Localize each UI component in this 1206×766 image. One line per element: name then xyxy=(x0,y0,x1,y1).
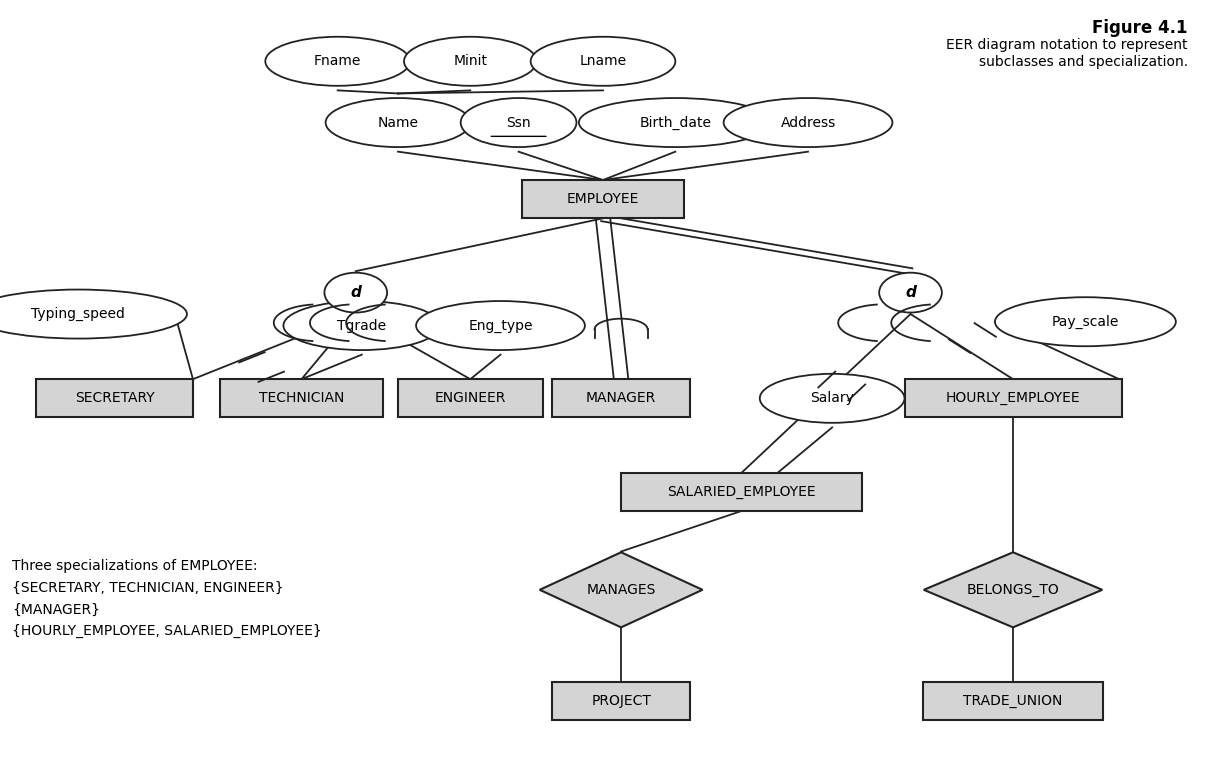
Bar xyxy=(552,379,690,417)
Text: EER diagram notation to represent: EER diagram notation to represent xyxy=(947,38,1188,52)
Bar xyxy=(398,379,543,417)
Text: MANAGER: MANAGER xyxy=(586,391,656,405)
Ellipse shape xyxy=(265,37,410,86)
Bar xyxy=(904,379,1122,417)
Text: Ssn: Ssn xyxy=(507,116,531,129)
Text: Pay_scale: Pay_scale xyxy=(1052,315,1119,329)
Bar xyxy=(219,379,384,417)
Text: Typing_speed: Typing_speed xyxy=(31,307,125,321)
Text: Three specializations of EMPLOYEE:
{SECRETARY, TECHNICIAN, ENGINEER}
{MANAGER}
{: Three specializations of EMPLOYEE: {SECR… xyxy=(12,559,322,638)
Text: MANAGES: MANAGES xyxy=(586,583,656,597)
Ellipse shape xyxy=(531,37,675,86)
Text: Lname: Lname xyxy=(579,54,627,68)
Ellipse shape xyxy=(416,301,585,350)
Ellipse shape xyxy=(760,374,904,423)
Text: Tgrade: Tgrade xyxy=(338,319,386,332)
Text: Birth_date: Birth_date xyxy=(639,116,712,129)
Bar xyxy=(923,682,1103,720)
Bar xyxy=(552,682,690,720)
Circle shape xyxy=(879,273,942,313)
Text: d: d xyxy=(904,285,917,300)
Text: Eng_type: Eng_type xyxy=(468,319,533,332)
Text: Salary: Salary xyxy=(810,391,854,405)
Bar xyxy=(36,379,193,417)
Circle shape xyxy=(324,273,387,313)
Bar xyxy=(522,180,685,218)
Text: ENGINEER: ENGINEER xyxy=(434,391,507,405)
Text: TECHNICIAN: TECHNICIAN xyxy=(259,391,344,405)
Ellipse shape xyxy=(283,301,440,350)
Text: SECRETARY: SECRETARY xyxy=(75,391,154,405)
Text: SALARIED_EMPLOYEE: SALARIED_EMPLOYEE xyxy=(667,485,816,499)
Text: Name: Name xyxy=(377,116,418,129)
Text: Fname: Fname xyxy=(314,54,362,68)
Ellipse shape xyxy=(404,37,537,86)
Text: TRADE_UNION: TRADE_UNION xyxy=(964,694,1062,708)
Text: HOURLY_EMPLOYEE: HOURLY_EMPLOYEE xyxy=(946,391,1081,405)
Text: Minit: Minit xyxy=(453,54,487,68)
Polygon shape xyxy=(540,552,702,627)
Ellipse shape xyxy=(724,98,892,147)
Polygon shape xyxy=(924,552,1102,627)
Text: subclasses and specialization.: subclasses and specialization. xyxy=(979,55,1188,69)
Ellipse shape xyxy=(461,98,576,147)
Text: PROJECT: PROJECT xyxy=(591,694,651,708)
Ellipse shape xyxy=(579,98,772,147)
Bar xyxy=(621,473,862,511)
Text: EMPLOYEE: EMPLOYEE xyxy=(567,192,639,206)
Text: Address: Address xyxy=(780,116,836,129)
Text: BELONGS_TO: BELONGS_TO xyxy=(967,583,1059,597)
Ellipse shape xyxy=(326,98,470,147)
Ellipse shape xyxy=(995,297,1176,346)
Text: Figure 4.1: Figure 4.1 xyxy=(1093,19,1188,37)
Text: d: d xyxy=(350,285,362,300)
Ellipse shape xyxy=(0,290,187,339)
